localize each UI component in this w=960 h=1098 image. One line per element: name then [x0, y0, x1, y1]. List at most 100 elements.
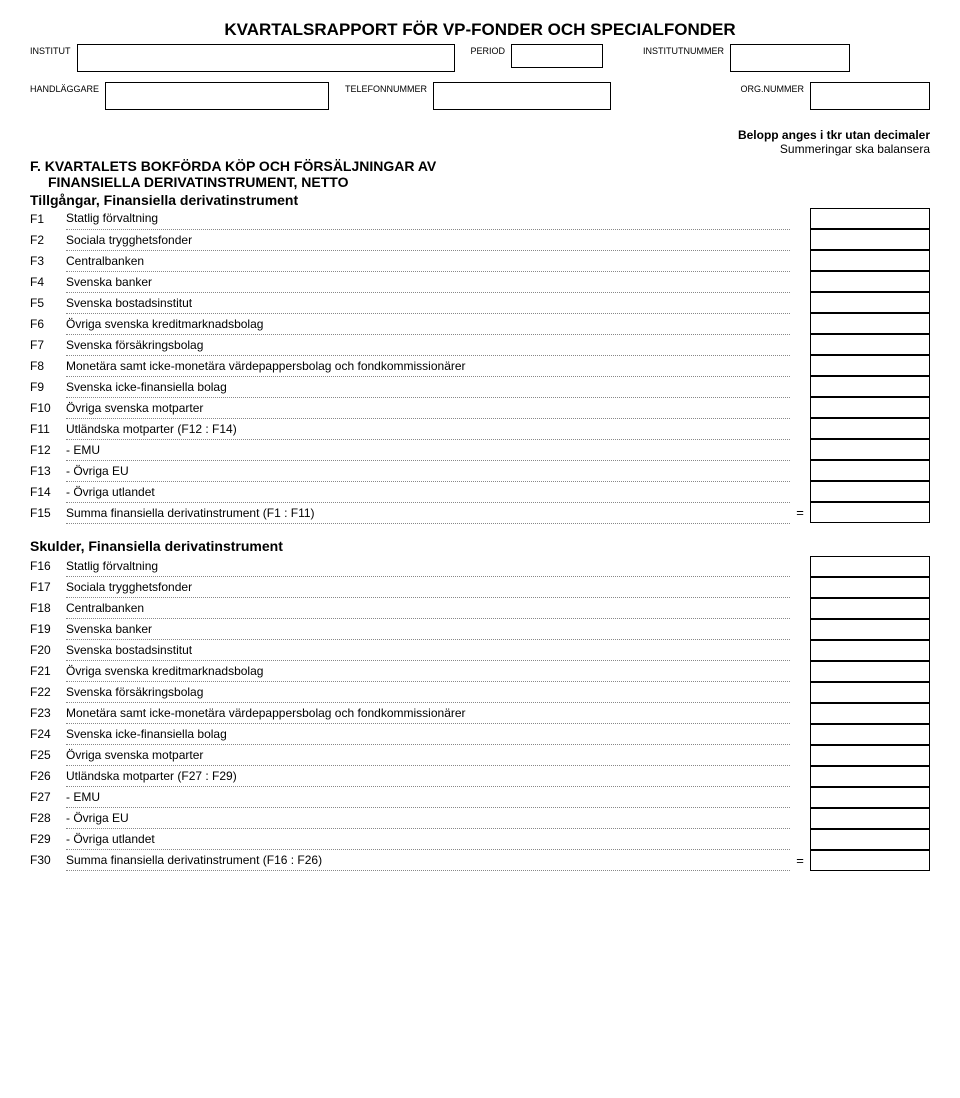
row-label: Summa finansiella derivatinstrument (F1 …	[66, 502, 790, 523]
value-input[interactable]	[810, 439, 930, 460]
table-row: F18Centralbanken	[30, 598, 930, 619]
equals-sign	[790, 745, 810, 766]
value-input[interactable]	[810, 355, 930, 376]
row-code: F12	[30, 439, 66, 460]
table-row: F3Centralbanken	[30, 250, 930, 271]
row-label: Sociala trygghetsfonder	[66, 577, 790, 598]
table-row: F13- Övriga EU	[30, 460, 930, 481]
table-row: F29- Övriga utlandet	[30, 829, 930, 850]
equals-sign	[790, 724, 810, 745]
row-code: F20	[30, 640, 66, 661]
value-input[interactable]	[810, 850, 930, 871]
value-input[interactable]	[810, 724, 930, 745]
equals-sign	[790, 556, 810, 577]
row-label: - Övriga utlandet	[66, 829, 790, 850]
row-code: F23	[30, 703, 66, 724]
table-row: F8Monetära samt icke-monetära värdepappe…	[30, 355, 930, 376]
table-row: F15Summa finansiella derivatinstrument (…	[30, 502, 930, 523]
row-code: F22	[30, 682, 66, 703]
row-code: F26	[30, 766, 66, 787]
value-input[interactable]	[810, 229, 930, 250]
input-institutnummer[interactable]	[730, 44, 850, 72]
value-input[interactable]	[810, 640, 930, 661]
value-input[interactable]	[810, 829, 930, 850]
row-code: F5	[30, 292, 66, 313]
value-input[interactable]	[810, 418, 930, 439]
value-input[interactable]	[810, 313, 930, 334]
value-input[interactable]	[810, 208, 930, 229]
row-label: Summa finansiella derivatinstrument (F16…	[66, 850, 790, 871]
label-institut: INSTITUT	[30, 44, 71, 56]
row-code: F29	[30, 829, 66, 850]
row-label: Övriga svenska kreditmarknadsbolag	[66, 313, 790, 334]
row-label: Svenska bostadsinstitut	[66, 640, 790, 661]
value-input[interactable]	[810, 787, 930, 808]
table-row: F5Svenska bostadsinstitut	[30, 292, 930, 313]
value-input[interactable]	[810, 703, 930, 724]
equals-sign	[790, 397, 810, 418]
input-institut[interactable]	[77, 44, 455, 72]
value-input[interactable]	[810, 619, 930, 640]
group1-title: Tillgångar, Finansiella derivatinstrumen…	[30, 192, 930, 208]
value-input[interactable]	[810, 598, 930, 619]
row-label: - EMU	[66, 787, 790, 808]
value-input[interactable]	[810, 682, 930, 703]
row-code: F1	[30, 208, 66, 229]
value-input[interactable]	[810, 460, 930, 481]
value-input[interactable]	[810, 334, 930, 355]
value-input[interactable]	[810, 481, 930, 502]
row-code: F10	[30, 397, 66, 418]
value-input[interactable]	[810, 250, 930, 271]
table-row: F2Sociala trygghetsfonder	[30, 229, 930, 250]
equals-sign	[790, 376, 810, 397]
value-input[interactable]	[810, 661, 930, 682]
row-code: F19	[30, 619, 66, 640]
equals-sign	[790, 829, 810, 850]
value-input[interactable]	[810, 502, 930, 523]
equals-sign: =	[790, 850, 810, 871]
table-row: F30Summa finansiella derivatinstrument (…	[30, 850, 930, 871]
row-label: Sociala trygghetsfonder	[66, 229, 790, 250]
row-label: Övriga svenska motparter	[66, 397, 790, 418]
header-row-2: HANDLÄGGARE TELEFONNUMMER ORG.NUMMER	[30, 82, 930, 110]
value-input[interactable]	[810, 376, 930, 397]
value-input[interactable]	[810, 556, 930, 577]
row-label: - Övriga EU	[66, 460, 790, 481]
label-telefonnummer: TELEFONNUMMER	[345, 82, 427, 94]
equals-sign	[790, 661, 810, 682]
input-period[interactable]	[511, 44, 603, 68]
value-input[interactable]	[810, 397, 930, 418]
row-code: F7	[30, 334, 66, 355]
table-row: F23Monetära samt icke-monetära värdepapp…	[30, 703, 930, 724]
row-code: F8	[30, 355, 66, 376]
equals-sign	[790, 208, 810, 229]
input-handlaggare[interactable]	[105, 82, 329, 110]
row-code: F3	[30, 250, 66, 271]
equals-sign	[790, 271, 810, 292]
row-label: - EMU	[66, 439, 790, 460]
value-input[interactable]	[810, 766, 930, 787]
liabilities-table: F16Statlig förvaltningF17Sociala trygghe…	[30, 556, 930, 872]
equals-sign	[790, 703, 810, 724]
row-label: Statlig förvaltning	[66, 556, 790, 577]
value-input[interactable]	[810, 271, 930, 292]
row-label: Svenska försäkringsbolag	[66, 334, 790, 355]
row-code: F17	[30, 577, 66, 598]
value-input[interactable]	[810, 808, 930, 829]
row-code: F28	[30, 808, 66, 829]
value-input[interactable]	[810, 292, 930, 313]
equals-sign	[790, 808, 810, 829]
input-telefonnummer[interactable]	[433, 82, 611, 110]
row-code: F15	[30, 502, 66, 523]
equals-sign	[790, 640, 810, 661]
input-orgnummer[interactable]	[810, 82, 930, 110]
row-code: F16	[30, 556, 66, 577]
document-title: KVARTALSRAPPORT FÖR VP-FONDER OCH SPECIA…	[30, 20, 930, 40]
row-code: F24	[30, 724, 66, 745]
row-label: Svenska bostadsinstitut	[66, 292, 790, 313]
row-code: F18	[30, 598, 66, 619]
equals-sign	[790, 481, 810, 502]
value-input[interactable]	[810, 577, 930, 598]
value-input[interactable]	[810, 745, 930, 766]
table-row: F24Svenska icke-finansiella bolag	[30, 724, 930, 745]
